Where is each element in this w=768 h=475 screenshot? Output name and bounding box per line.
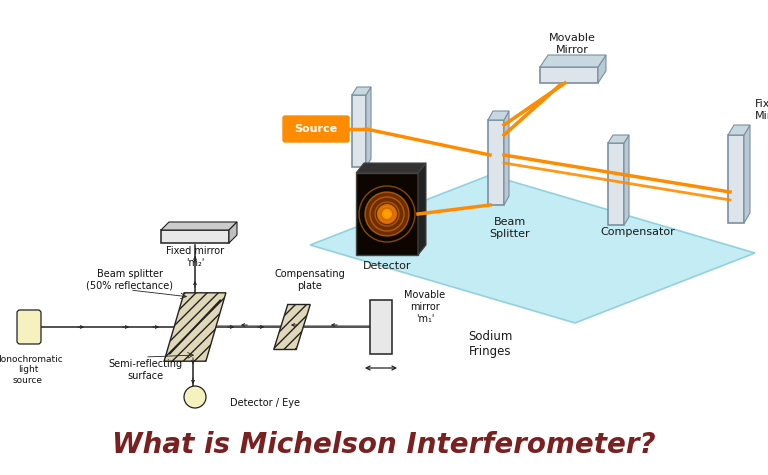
- Circle shape: [365, 192, 409, 236]
- Polygon shape: [161, 222, 237, 230]
- Text: Semi-reflecting
surface: Semi-reflecting surface: [108, 359, 182, 381]
- FancyBboxPatch shape: [17, 310, 41, 344]
- Polygon shape: [608, 143, 624, 225]
- Text: Beam splitter
(50% reflectance): Beam splitter (50% reflectance): [87, 269, 174, 291]
- Polygon shape: [744, 125, 750, 223]
- Polygon shape: [161, 230, 229, 243]
- Text: Monochromatic
light
source: Monochromatic light source: [0, 355, 63, 385]
- Text: Detector / Eye: Detector / Eye: [230, 398, 300, 408]
- Circle shape: [382, 209, 392, 219]
- Text: Sodium
Fringes: Sodium Fringes: [468, 330, 512, 358]
- Polygon shape: [488, 120, 504, 205]
- Polygon shape: [352, 87, 371, 95]
- Circle shape: [184, 386, 206, 408]
- Polygon shape: [608, 135, 629, 143]
- Text: Movable
Mirror: Movable Mirror: [548, 33, 595, 55]
- Text: Fixed mirror
'm₂': Fixed mirror 'm₂': [166, 246, 224, 268]
- Polygon shape: [352, 95, 366, 167]
- Polygon shape: [229, 222, 237, 243]
- Text: Beam
Splitter: Beam Splitter: [490, 217, 531, 238]
- Text: Movable
mirror
'm₁': Movable mirror 'm₁': [405, 290, 445, 323]
- Polygon shape: [370, 300, 392, 354]
- Polygon shape: [540, 67, 598, 83]
- Polygon shape: [598, 55, 606, 83]
- Polygon shape: [624, 135, 629, 225]
- Polygon shape: [366, 87, 371, 167]
- Polygon shape: [356, 173, 418, 255]
- Text: What is Michelson Interferometer?: What is Michelson Interferometer?: [112, 431, 656, 459]
- Polygon shape: [504, 111, 509, 205]
- Text: Source: Source: [294, 124, 338, 134]
- Circle shape: [377, 204, 397, 224]
- Text: Detector: Detector: [362, 261, 411, 271]
- FancyBboxPatch shape: [283, 116, 349, 142]
- Polygon shape: [273, 304, 310, 350]
- Text: Compensating
plate: Compensating plate: [275, 269, 346, 291]
- Polygon shape: [728, 135, 744, 223]
- Polygon shape: [540, 55, 606, 67]
- Polygon shape: [418, 163, 426, 255]
- Polygon shape: [728, 125, 750, 135]
- Polygon shape: [488, 111, 509, 120]
- Text: Fixed
Mirror: Fixed Mirror: [755, 99, 768, 121]
- Text: Compensator: Compensator: [601, 227, 675, 237]
- Polygon shape: [164, 293, 226, 361]
- Polygon shape: [356, 163, 426, 173]
- Polygon shape: [310, 175, 755, 323]
